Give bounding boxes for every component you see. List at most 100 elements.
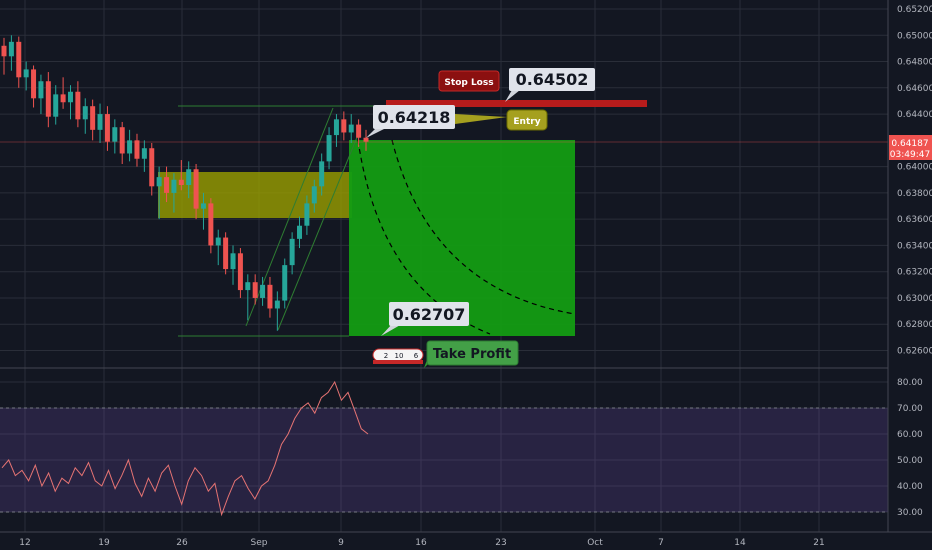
price-tick-label: 0.62600 [897, 347, 932, 357]
candle-body [333, 119, 339, 136]
entry-price: 0.64218 [378, 108, 451, 127]
price-tick-label: 0.63800 [897, 189, 932, 199]
candle-body [363, 137, 369, 142]
price-axis-ticks: 0.65200 0.65000 0.64800 0.64600 0.64400 0.640… [897, 5, 932, 357]
stop-loss-zone [386, 100, 647, 107]
candle-body [289, 238, 295, 266]
countdown-text: 03:49:47 [890, 150, 930, 160]
candle-body [171, 179, 177, 193]
rsi-line [1, 380, 369, 517]
candle-body [319, 161, 325, 187]
entry-price-box [373, 105, 455, 129]
stop-loss-price-box [509, 68, 595, 91]
candle-body [267, 284, 273, 309]
candle-body [282, 265, 288, 301]
candle-body [90, 106, 96, 130]
rsi-tick-label: 70.00 [897, 404, 923, 414]
entry-pointer [455, 114, 507, 124]
candle-body [75, 91, 81, 120]
candle-body [200, 203, 206, 209]
price-tick-label: 0.62800 [897, 320, 932, 330]
price-tick-label: 0.64800 [897, 58, 932, 68]
tool-badge-a: 2 [384, 352, 388, 360]
candle-body [104, 114, 110, 142]
current-price-text: 0.64187 [891, 139, 928, 149]
candle-body [8, 41, 14, 57]
candle-body [112, 127, 118, 142]
time-tick-label: 16 [415, 538, 427, 548]
candle-body [164, 177, 170, 193]
take-profit-price-pointer [381, 324, 402, 336]
take-profit-price: 0.62707 [393, 305, 466, 324]
price-tick-label: 0.63400 [897, 241, 932, 251]
candle-body [31, 69, 37, 99]
candle-body [149, 148, 155, 187]
candle-body [38, 81, 44, 99]
time-tick-label: 14 [734, 538, 746, 548]
time-tick-label: 21 [813, 538, 824, 548]
price-axis[interactable] [888, 0, 932, 532]
time-tick-label: Oct [587, 538, 603, 548]
candle-body [341, 119, 347, 133]
time-axis[interactable] [0, 532, 932, 550]
candle-body [53, 94, 59, 117]
candle-body [326, 135, 332, 162]
candle-body [127, 140, 133, 154]
time-tick-label: Sep [251, 538, 268, 548]
time-tick-label: 19 [98, 538, 110, 548]
time-tick-label: 23 [495, 538, 506, 548]
time-tick-label: 26 [176, 538, 188, 548]
candle-body [311, 186, 317, 204]
rsi-band [0, 408, 888, 512]
time-axis-ticks: 12 19 26 Sep 9 16 23 Oct 7 14 21 [19, 538, 824, 548]
candle-body [260, 284, 266, 298]
candle-body [193, 169, 199, 209]
rsi-tick-label: 40.00 [897, 482, 923, 492]
price-tick-label: 0.63000 [897, 294, 932, 304]
candle-body [45, 81, 51, 117]
candle-body [304, 203, 310, 226]
stop-loss-pointer [505, 90, 520, 102]
candle-body [252, 282, 258, 298]
price-tick-label: 0.64600 [897, 84, 932, 94]
take-profit-price-box [389, 302, 469, 326]
price-tick-label: 0.63200 [897, 268, 932, 278]
candle-body [223, 237, 229, 270]
tool-badge-c: 6 [414, 352, 419, 360]
entry-label-box [506, 109, 548, 131]
candle-body [60, 94, 66, 103]
stop-loss-label: Stop Loss [444, 78, 493, 88]
candle-body [297, 225, 303, 239]
rsi-pane [0, 380, 888, 517]
price-tick-label: 0.65000 [897, 31, 932, 41]
rsi-tick-label: 50.00 [897, 456, 923, 466]
time-tick-label: 9 [338, 538, 344, 548]
tool-badge-b: 10 [395, 352, 404, 360]
current-price-badge: 0.64187 03:49:47 [889, 135, 932, 160]
rsi-tick-label: 30.00 [897, 508, 923, 518]
candle-body [141, 148, 147, 159]
price-tick-label: 0.65200 [897, 5, 932, 15]
candle-body [186, 169, 192, 186]
price-tick-label: 0.64400 [897, 110, 932, 120]
candle-body [245, 282, 251, 291]
candle-body [274, 300, 280, 309]
price-tick-label: 0.63600 [897, 215, 932, 225]
tool-badge[interactable]: 2 10 6 [372, 348, 424, 364]
candle-body [156, 177, 162, 187]
projected-path-2 [391, 139, 576, 315]
candle-body [215, 237, 221, 246]
rsi-tick-label: 60.00 [897, 430, 923, 440]
candlestick-series [1, 35, 369, 331]
take-profit-label-box [426, 340, 519, 366]
take-profit-label: Take Profit [433, 347, 511, 362]
candle-body [230, 253, 236, 270]
candle-body [134, 140, 140, 159]
candle-body [208, 203, 214, 246]
candle-body [82, 106, 88, 120]
candle-body [1, 45, 7, 57]
time-tick-label: 12 [19, 538, 30, 548]
candle-body [97, 114, 103, 130]
stop-loss-label-box [438, 70, 500, 92]
